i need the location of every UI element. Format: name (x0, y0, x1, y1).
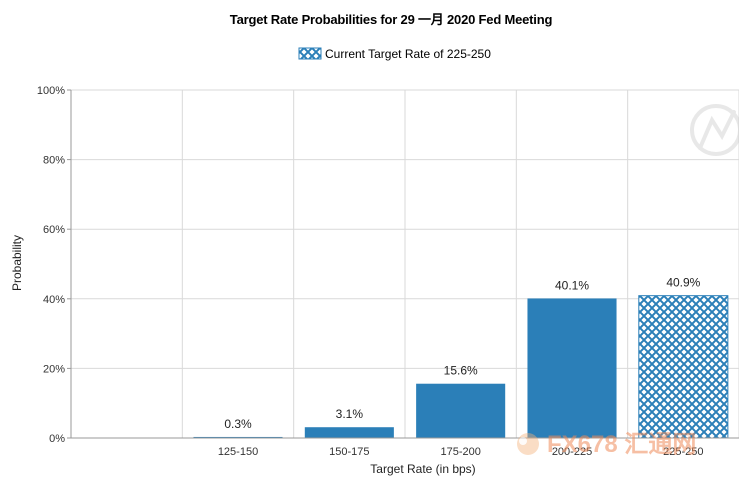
data-label-175-200: 15.6% (444, 364, 478, 378)
bar-200-225 (527, 298, 617, 438)
watermark-logo (690, 104, 739, 156)
chart-title: Target Rate Probabilities for 29 一月 2020… (230, 12, 553, 27)
y-tick-label: 40% (43, 294, 65, 306)
watermark: FX678 汇通网 (517, 431, 696, 458)
y-tick-label: 20% (43, 363, 65, 375)
x-tick-label-225-250: 225-250 (663, 446, 703, 458)
data-label-225-250: 40.9% (666, 276, 700, 290)
legend: Current Target Rate of 225-250 (298, 47, 491, 61)
bars (193, 295, 729, 439)
axes (67, 89, 739, 439)
watermark-text: FX678 汇通网 (547, 431, 696, 458)
gridlines (71, 89, 739, 438)
bar-175-200 (416, 383, 506, 438)
x-tick-label-175-200: 175-200 (440, 446, 480, 458)
x-tick-label-125-150: 125-150 (218, 446, 258, 458)
bar-150-175 (304, 427, 394, 438)
data-label-150-175: 3.1% (336, 407, 364, 421)
data-label-125-150: 0.3% (224, 417, 252, 431)
y-tick-label: 100% (37, 85, 65, 97)
y-tick-label: 0% (49, 433, 65, 445)
x-axis-title: Target Rate (in bps) (370, 462, 475, 476)
data-labels: 0.3% 3.1% 15.6% 40.1% 40.9% (224, 276, 700, 431)
data-label-200-225: 40.1% (555, 278, 589, 292)
y-tick-label: 80% (43, 155, 65, 167)
bar-225-250 (638, 295, 729, 439)
x-tick-labels: 125-150 150-175 175-200 200-225 225-250 (218, 446, 704, 458)
legend-label: Current Target Rate of 225-250 (325, 47, 491, 61)
x-tick-label-200-225: 200-225 (552, 446, 592, 458)
x-tick-label-150-175: 150-175 (329, 446, 369, 458)
y-axis-title: Probability (10, 235, 24, 291)
legend-swatch (298, 47, 322, 60)
y-tick-label: 60% (43, 224, 65, 236)
y-tick-labels: 0% 20% 40% 60% 80% 100% (37, 85, 65, 445)
